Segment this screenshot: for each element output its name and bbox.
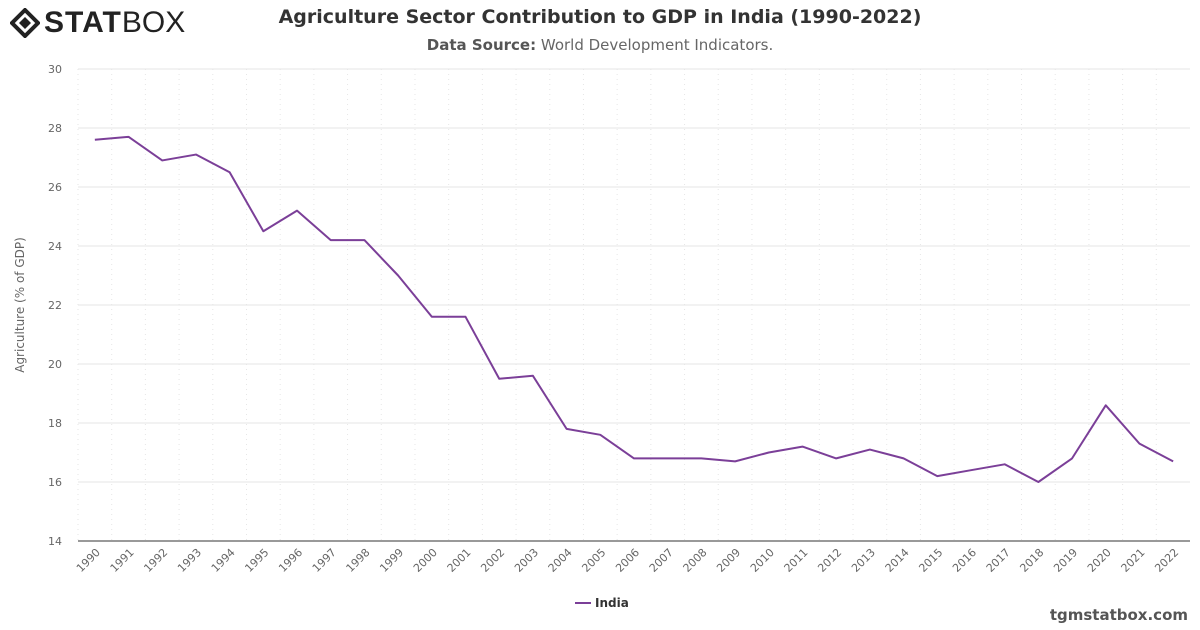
subtitle-label: Data Source: xyxy=(426,36,537,54)
x-tick-label: 1990 xyxy=(74,546,103,575)
y-tick-label: 24 xyxy=(48,240,62,253)
logo-bold: STAT xyxy=(44,6,122,39)
x-tick-label: 2008 xyxy=(681,546,710,575)
x-tick-label: 1993 xyxy=(175,546,204,575)
x-tick-label: 2012 xyxy=(815,546,844,575)
x-tick-label: 2021 xyxy=(1119,546,1148,575)
y-tick-label: 26 xyxy=(48,181,62,194)
x-tick-label: 2006 xyxy=(613,546,642,575)
diamond-logo-icon xyxy=(10,8,40,38)
x-tick-label: 2001 xyxy=(445,546,474,575)
y-tick-label: 30 xyxy=(48,63,62,76)
y-tick-label: 28 xyxy=(48,122,62,135)
subtitle-value: World Development Indicators. xyxy=(540,36,774,54)
legend-item-label[interactable]: India xyxy=(595,596,629,610)
y-axis-label: Agriculture (% of GDP) xyxy=(13,237,27,373)
x-tick-label: 2022 xyxy=(1152,546,1181,575)
statbox-logo: STAT BOX xyxy=(10,6,185,40)
x-tick-label: 2000 xyxy=(411,546,440,575)
y-tick-label: 16 xyxy=(48,476,62,489)
x-tick-label: 2002 xyxy=(478,546,507,575)
x-tick-label: 2016 xyxy=(950,546,979,575)
x-tick-label: 2009 xyxy=(714,546,743,575)
y-tick-label: 20 xyxy=(48,358,62,371)
x-tick-label: 2010 xyxy=(748,546,777,575)
x-tick-label: 2018 xyxy=(1017,546,1046,575)
x-tick-label: 1997 xyxy=(310,546,339,575)
x-tick-label: 2019 xyxy=(1051,546,1080,575)
x-tick-label: 1994 xyxy=(209,546,238,575)
x-tick-label: 2003 xyxy=(512,546,541,575)
logo-light: BOX xyxy=(121,6,186,39)
x-tick-label: 1999 xyxy=(377,546,406,575)
x-tick-label: 1991 xyxy=(108,546,137,575)
x-tick-label: 1992 xyxy=(141,546,170,575)
x-tick-label: 2013 xyxy=(849,546,878,575)
x-tick-label: 2020 xyxy=(1085,546,1114,575)
y-tick-label: 18 xyxy=(48,417,62,430)
chart-title: Agriculture Sector Contribution to GDP i… xyxy=(278,6,922,28)
x-tick-label: 1996 xyxy=(276,546,305,575)
x-tick-label: 2005 xyxy=(579,546,608,575)
x-tick-label: 2011 xyxy=(782,546,811,575)
x-tick-label: 2014 xyxy=(883,546,912,575)
x-tick-label: 2015 xyxy=(916,546,945,575)
chart-subtitle: Data Source: World Development Indicator… xyxy=(0,36,1200,54)
y-tick-label: 22 xyxy=(48,299,62,312)
x-tick-label: 2017 xyxy=(984,546,1013,575)
x-tick-label: 2007 xyxy=(647,546,676,575)
y-tick-label: 14 xyxy=(48,535,62,548)
x-tick-label: 1995 xyxy=(242,546,271,575)
x-tick-label: 2004 xyxy=(546,546,575,575)
x-tick-label: 1998 xyxy=(344,546,373,575)
footer-url[interactable]: tgmstatbox.com xyxy=(1049,606,1188,624)
series-line-india xyxy=(94,135,1174,483)
